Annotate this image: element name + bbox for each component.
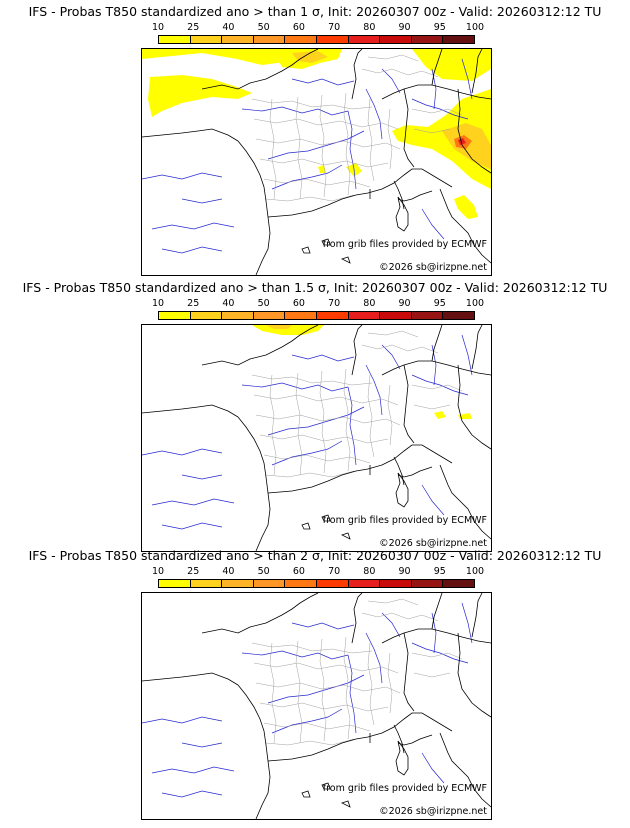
colorbar-label: 95 <box>433 22 446 33</box>
colorbar-swatch <box>316 312 349 319</box>
colorbar-swatch <box>285 580 317 587</box>
prob-area-alps-max <box>458 138 466 145</box>
colorbar-labels: 10 25 40 50 60 70 80 90 95 100 <box>152 22 484 33</box>
data-source-credit: from grib files provided by ECMWF <box>322 239 487 250</box>
data-source-credit: from grib files provided by ECMWF <box>322 515 487 526</box>
colorbar-label: 40 <box>222 566 235 577</box>
colorbar-swatch <box>443 36 474 43</box>
colorbar-label: 100 <box>465 298 485 309</box>
colorbar-label: 25 <box>187 298 200 309</box>
probability-field <box>142 49 491 219</box>
colorbar-swatch <box>190 580 223 587</box>
regions-layer <box>251 330 463 478</box>
prob-area-alps <box>392 89 491 189</box>
colorbar-label: 10 <box>151 22 165 33</box>
colorbar <box>158 579 475 588</box>
colorbar-label: 40 <box>222 22 235 33</box>
colorbar-label: 70 <box>328 298 341 309</box>
colorbar-swatch <box>253 312 286 319</box>
rivers-layer <box>142 602 473 798</box>
colorbar-swatch <box>380 36 412 43</box>
colorbar-swatch <box>190 36 223 43</box>
copyright-credit: ©2026 sb@irizpne.net <box>379 262 487 273</box>
colorbar-swatch <box>222 36 254 43</box>
map-canvas <box>142 49 491 275</box>
colorbar-label: 10 <box>151 298 165 309</box>
colorbar-label: 95 <box>433 566 446 577</box>
prob-area-north <box>252 325 324 335</box>
prob-area-alps <box>434 411 446 419</box>
colorbar-label: 10 <box>151 566 165 577</box>
map-panel-1: IFS - Probas T850 standardized ano > tha… <box>0 0 630 276</box>
colorbar-swatch <box>285 36 317 43</box>
colorbar <box>158 35 475 44</box>
colorbar <box>158 311 475 320</box>
prob-area-north <box>292 51 328 63</box>
colorbar-swatch <box>348 312 381 319</box>
colorbar-label: 60 <box>292 298 305 309</box>
colorbar-swatch <box>222 312 254 319</box>
colorbar-swatch <box>316 580 349 587</box>
colorbar-swatch <box>411 312 444 319</box>
panel-title: IFS - Probas T850 standardized ano > tha… <box>28 548 602 563</box>
prob-area-northwest <box>142 49 332 117</box>
colorbar-swatch <box>380 580 412 587</box>
rivers-layer <box>142 334 473 530</box>
colorbar-label: 90 <box>398 298 411 309</box>
panel-title: IFS - Probas T850 standardized ano > tha… <box>22 280 608 295</box>
panel-title: IFS - Probas T850 standardized ano > tha… <box>28 4 602 19</box>
colorbar-swatch <box>190 312 223 319</box>
colorbar-label: 80 <box>363 566 376 577</box>
colorbar-label: 70 <box>328 22 341 33</box>
colorbar-swatch <box>159 580 191 587</box>
colorbar-swatch <box>222 580 254 587</box>
colorbar-swatch <box>159 312 191 319</box>
colorbar-swatch <box>285 312 317 319</box>
probability-field <box>252 325 472 419</box>
copyright-credit: ©2026 sb@irizpne.net <box>379 806 487 817</box>
colorbar-swatch <box>348 580 381 587</box>
map-frame: from grib files provided by ECMWF ©2026 … <box>141 324 492 552</box>
colorbar-swatch <box>411 36 444 43</box>
colorbar-swatch <box>159 36 191 43</box>
prob-area-north-core <box>266 325 292 329</box>
colorbar-label: 100 <box>465 566 485 577</box>
colorbar-swatch <box>253 36 286 43</box>
colorbar-swatch <box>443 580 474 587</box>
colorbar-label: 90 <box>398 22 411 33</box>
colorbar-label: 50 <box>257 566 270 577</box>
regions-layer <box>251 598 463 746</box>
colorbar-labels: 10 25 40 50 60 70 80 90 95 100 <box>152 566 484 577</box>
map-frame: from grib files provided by ECMWF ©2026 … <box>141 48 492 276</box>
colorbar-swatch <box>411 580 444 587</box>
colorbar-label: 90 <box>398 566 411 577</box>
colorbar-label: 60 <box>292 566 305 577</box>
colorbar-swatch <box>380 312 412 319</box>
colorbar-label: 25 <box>187 566 200 577</box>
colorbar-label: 80 <box>363 22 376 33</box>
colorbar-label: 25 <box>187 22 200 33</box>
prob-area-northeast <box>412 49 491 81</box>
colorbar-label: 70 <box>328 566 341 577</box>
data-source-credit: from grib files provided by ECMWF <box>322 783 487 794</box>
colorbar-labels: 10 25 40 50 60 70 80 90 95 100 <box>152 298 484 309</box>
colorbar-label: 40 <box>222 298 235 309</box>
colorbar-label: 100 <box>465 22 485 33</box>
colorbar-swatch <box>316 36 349 43</box>
colorbar-swatch <box>253 580 286 587</box>
map-panel-2: IFS - Probas T850 standardized ano > tha… <box>0 276 630 552</box>
colorbar-label: 80 <box>363 298 376 309</box>
colorbar-swatch <box>443 312 474 319</box>
map-panel-3: IFS - Probas T850 standardized ano > tha… <box>0 544 630 820</box>
colorbar-label: 95 <box>433 298 446 309</box>
colorbar-label: 50 <box>257 298 270 309</box>
colorbar-label: 50 <box>257 22 270 33</box>
colorbar-label: 60 <box>292 22 305 33</box>
map-canvas <box>142 325 491 551</box>
colorbar-swatch <box>348 36 381 43</box>
prob-area-corsica <box>454 195 478 219</box>
copyright-credit: ©2026 sb@irizpne.net <box>379 538 487 549</box>
map-frame: from grib files provided by ECMWF ©2026 … <box>141 592 492 820</box>
